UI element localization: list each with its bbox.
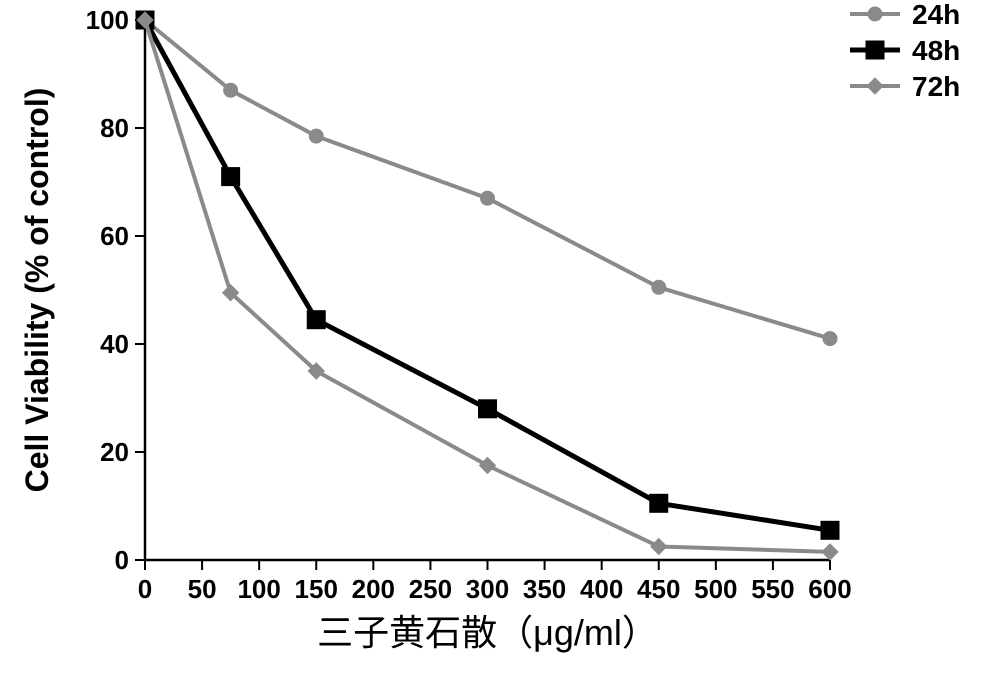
y-axis-title: Cell Viability (% of control) — [19, 88, 55, 493]
marker-circle — [309, 129, 323, 143]
y-tick-label: 20 — [100, 437, 129, 467]
legend-label: 48h — [912, 35, 960, 66]
series-line-48h — [145, 20, 830, 530]
x-tick-label: 100 — [237, 574, 280, 604]
marker-circle — [823, 332, 837, 346]
y-tick-label: 80 — [100, 113, 129, 143]
marker-square — [650, 494, 668, 512]
x-tick-label: 150 — [295, 574, 338, 604]
marker-circle — [868, 7, 882, 21]
x-tick-label: 250 — [409, 574, 452, 604]
marker-square — [222, 168, 240, 186]
x-tick-label: 350 — [523, 574, 566, 604]
y-tick-label: 0 — [115, 545, 129, 575]
x-tick-label: 0 — [138, 574, 152, 604]
marker-diamond — [480, 458, 496, 474]
marker-circle — [224, 83, 238, 97]
x-tick-label: 450 — [637, 574, 680, 604]
marker-diamond — [867, 78, 883, 94]
marker-diamond — [822, 544, 838, 560]
x-tick-label: 50 — [188, 574, 217, 604]
legend-label: 72h — [912, 71, 960, 102]
x-tick-label: 600 — [808, 574, 851, 604]
x-axis-title: 三子黄石散（μg/ml） — [317, 612, 658, 653]
x-tick-label: 400 — [580, 574, 623, 604]
marker-square — [821, 521, 839, 539]
legend-label: 24h — [912, 0, 960, 30]
x-tick-label: 300 — [466, 574, 509, 604]
y-tick-label: 40 — [100, 329, 129, 359]
x-tick-label: 500 — [694, 574, 737, 604]
x-tick-label: 550 — [751, 574, 794, 604]
marker-diamond — [651, 539, 667, 555]
marker-square — [307, 311, 325, 329]
marker-square — [866, 41, 884, 59]
marker-circle — [652, 280, 666, 294]
x-tick-label: 200 — [352, 574, 395, 604]
marker-square — [479, 400, 497, 418]
marker-circle — [481, 191, 495, 205]
y-tick-label: 100 — [86, 5, 129, 35]
series-line-24h — [145, 20, 830, 339]
y-tick-label: 60 — [100, 221, 129, 251]
viability-chart: 0 20 40 60 80 100 0 50 100 150 200 250 300 350 400 450 5… — [0, 0, 1000, 675]
chart-svg: 0 20 40 60 80 100 0 50 100 150 200 250 300 350 400 450 5… — [0, 0, 1000, 675]
